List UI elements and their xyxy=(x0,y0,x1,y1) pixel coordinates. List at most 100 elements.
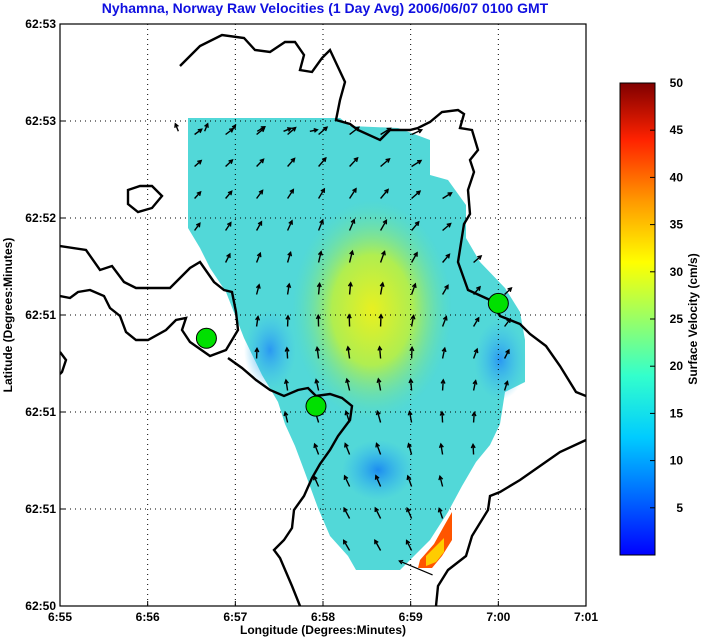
velocity-vector-head xyxy=(406,506,411,513)
velocity-vector-head xyxy=(174,122,179,128)
velocity-vector-head xyxy=(231,124,237,130)
velocity-vector xyxy=(317,188,325,199)
velocity-vector xyxy=(225,222,232,231)
colorbar-tick-label: 45 xyxy=(670,123,684,137)
velocity-vector-head xyxy=(344,442,349,448)
high-speed-corner xyxy=(418,512,452,568)
y-tick-label: 62:51 xyxy=(25,502,56,516)
velocity-vector-head xyxy=(474,316,480,322)
velocity-vector-head xyxy=(322,126,329,132)
velocity-vector-head xyxy=(413,251,418,257)
velocity-vector-head xyxy=(320,187,326,193)
velocity-vector-head xyxy=(313,127,319,133)
velocity-vector xyxy=(411,129,423,136)
velocity-vector xyxy=(406,507,413,519)
colorbar-tick-label: 10 xyxy=(670,454,684,468)
velocity-vector-head xyxy=(377,345,383,351)
velocity-vector-head xyxy=(477,254,483,260)
velocity-vector-head xyxy=(259,158,265,164)
velocity-vector xyxy=(442,192,452,200)
velocity-vector-head xyxy=(291,126,297,132)
velocity-vector-head xyxy=(381,250,386,256)
colorbar-label: Surface Velocity (cm/s) xyxy=(686,253,700,384)
velocity-vector xyxy=(317,283,321,295)
velocity-vector xyxy=(441,316,448,327)
velocity-vector xyxy=(374,507,382,519)
coastline xyxy=(60,33,586,606)
velocity-vector xyxy=(441,285,449,295)
velocity-vector xyxy=(255,316,259,327)
x-axis-label: Longitude (Degrees:Minutes) xyxy=(240,623,406,637)
velocity-vector-head xyxy=(352,187,357,193)
coastline-islet-1 xyxy=(126,184,164,214)
velocity-vector xyxy=(411,190,421,200)
velocity-vector xyxy=(287,158,296,167)
velocity-vector-head xyxy=(385,157,391,163)
velocity-vector-head xyxy=(375,442,381,448)
velocity-vector-head xyxy=(290,157,296,163)
velocity-vector-head xyxy=(255,315,261,321)
velocity-vector-head xyxy=(283,378,289,385)
velocity-vector-head xyxy=(197,128,203,134)
velocity-vector-head xyxy=(285,314,291,320)
velocity-vector xyxy=(317,219,324,231)
velocity-vector xyxy=(348,282,352,295)
velocity-vector xyxy=(255,284,260,295)
velocity-vector xyxy=(347,346,351,359)
velocity-vector xyxy=(318,126,328,136)
y-axis-label: Latitude (Degrees:Minutes) xyxy=(1,238,15,393)
velocity-vector xyxy=(343,507,351,519)
velocity-vector xyxy=(255,221,263,231)
velocity-vector xyxy=(504,287,512,296)
velocity-vector-head xyxy=(321,156,327,163)
velocity-vector-head xyxy=(384,188,390,194)
velocity-vector-head xyxy=(440,378,446,384)
west-low-speed-zone xyxy=(244,310,296,390)
velocity-vector-head xyxy=(345,377,351,384)
velocity-vector-head xyxy=(343,506,348,513)
colorbar-ticks: 5 10 15 20 25 30 35 40 45 50 xyxy=(650,76,683,515)
y-tick-label: 62:51 xyxy=(25,308,56,322)
velocity-vector xyxy=(194,128,203,136)
velocity-vector xyxy=(380,189,389,199)
colorbar-tick-label: 15 xyxy=(670,406,684,420)
velocity-vector-head xyxy=(353,156,359,162)
velocity-vector-head xyxy=(473,347,479,354)
velocity-vector-head xyxy=(407,410,413,416)
colorbar-tick-label: 50 xyxy=(670,76,684,90)
velocity-vector xyxy=(379,251,386,263)
velocity-vector xyxy=(343,540,351,551)
velocity-vector-head xyxy=(506,317,512,323)
velocity-vector-head xyxy=(374,506,380,513)
velocity-vector-head xyxy=(196,190,202,196)
velocity-vector-head xyxy=(344,409,350,416)
colorbar-tick-label: 25 xyxy=(670,312,684,326)
velocity-vector-head xyxy=(204,122,209,128)
velocity-vector xyxy=(379,219,387,231)
velocity-vector-head xyxy=(319,218,324,225)
velocity-vector-head xyxy=(226,221,232,227)
velocity-vector xyxy=(348,219,355,231)
velocity-vector-head xyxy=(376,377,382,384)
velocity-vector xyxy=(256,190,264,199)
velocity-vector-head xyxy=(315,313,321,320)
velocity-vector-head xyxy=(284,346,290,352)
colorbar-tick-label: 40 xyxy=(670,170,684,184)
velocity-vector-head xyxy=(346,313,352,319)
velocity-vector-head xyxy=(472,379,478,385)
coastline-west-shore xyxy=(227,357,354,606)
velocity-vector xyxy=(346,378,351,391)
scale-arrow-line xyxy=(399,560,433,576)
plot-area xyxy=(60,24,586,606)
velocity-vector xyxy=(438,508,444,519)
velocity-vector-head xyxy=(227,190,233,196)
velocity-vector xyxy=(442,223,452,232)
velocity-vector xyxy=(472,317,480,327)
low-speed-zone xyxy=(342,440,414,500)
velocity-vector xyxy=(285,379,289,391)
velocity-vector xyxy=(194,160,202,168)
velocity-vector-head xyxy=(315,346,321,352)
y-tick-label: 62:52 xyxy=(25,211,56,225)
velocity-vector xyxy=(348,250,354,263)
velocity-vector xyxy=(442,253,450,263)
